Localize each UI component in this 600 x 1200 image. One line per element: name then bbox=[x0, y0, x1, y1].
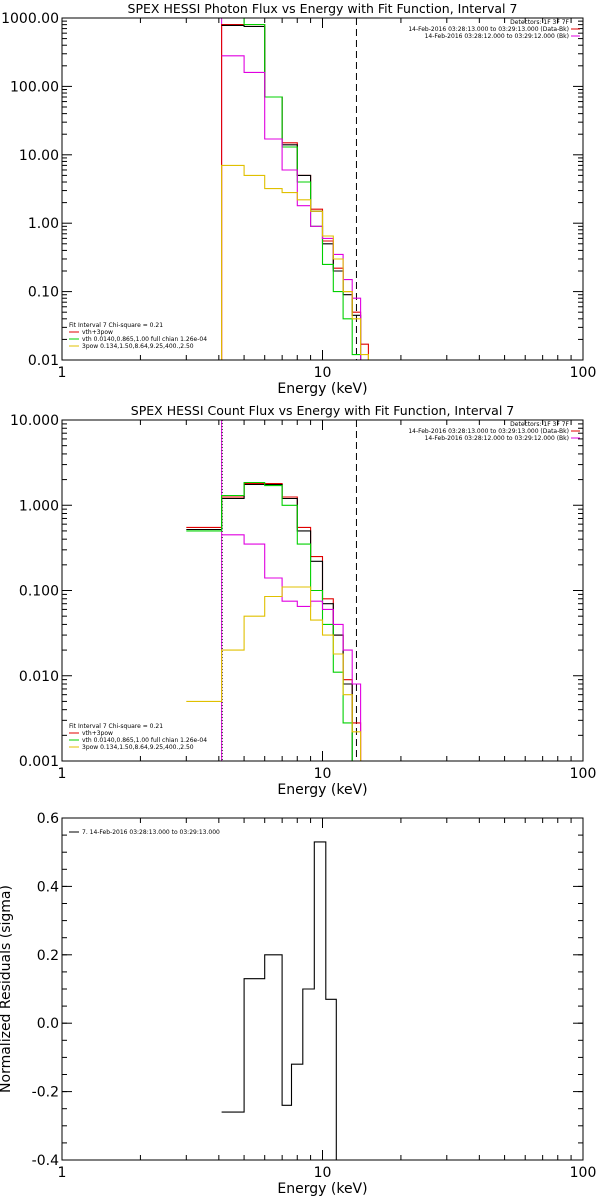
series-line bbox=[186, 586, 369, 761]
series-line bbox=[221, 534, 362, 761]
series-line bbox=[221, 55, 362, 360]
y-tick-label: 0.10 bbox=[28, 285, 59, 301]
x-tick-label: 10 bbox=[314, 1165, 332, 1181]
series-group bbox=[186, 18, 369, 360]
chart-title: SPEX HESSI Photon Flux vs Energy with Fi… bbox=[128, 1, 518, 16]
legend-text: 3pow 0.134,1.50,8.64,9.25,400.,2.50 bbox=[82, 744, 194, 751]
series-group bbox=[221, 841, 349, 1160]
legend-text: Fit Interval 7 Chi-square = 0.21 bbox=[69, 723, 163, 730]
header-text: Detectors: 1F 3F 7F bbox=[510, 421, 569, 428]
legend-text: vth+3pow bbox=[82, 329, 113, 336]
y-tick-label: 10.00 bbox=[19, 148, 59, 164]
x-tick-label: 10 bbox=[314, 766, 332, 782]
chart-1: SPEX HESSI Photon Flux vs Energy with Fi… bbox=[1, 1, 596, 397]
plot-frame bbox=[61, 17, 584, 361]
chart-title: SPEX HESSI Count Flux vs Energy with Fit… bbox=[131, 403, 514, 418]
y-tick-label: 0.2 bbox=[37, 948, 59, 964]
legend-text: 3pow 0.134,1.50,8.64,9.25,400.,2.50 bbox=[82, 343, 194, 350]
y-tick-label: 0.001 bbox=[19, 754, 59, 770]
header-text: 14-Feb-2016 03:28:12.000 to 03:29:12.000… bbox=[425, 435, 569, 442]
y-tick-label: 1000.00 bbox=[1, 11, 59, 27]
series-line bbox=[186, 481, 361, 761]
x-tick-label: 1 bbox=[58, 766, 67, 782]
x-axis-label: Energy (keV) bbox=[277, 381, 367, 397]
series-line bbox=[186, 164, 369, 360]
y-tick-label: 0.010 bbox=[19, 669, 59, 685]
y-axis-label: Normalized Residuals (sigma) bbox=[0, 885, 14, 1093]
header-text: Detectors: 1F 3F 7F bbox=[510, 19, 569, 26]
legend-text: vth 0.0140,0.865,1.00 full chian 1.26e-0… bbox=[82, 737, 207, 744]
x-tick-label: 100 bbox=[570, 365, 597, 381]
series-line bbox=[186, 482, 369, 761]
y-tick-label: 1.000 bbox=[19, 498, 59, 514]
x-tick-label: 1 bbox=[58, 1165, 67, 1181]
header-text: 14-Feb-2016 03:28:12.000 to 03:29:12.000… bbox=[425, 33, 569, 40]
y-tick-label: 0.100 bbox=[19, 584, 59, 600]
x-axis-label: Energy (keV) bbox=[277, 1181, 367, 1197]
y-tick-label: -0.4 bbox=[32, 1153, 59, 1169]
legend-text: 7. 14-Feb-2016 03:28:13.000 to 03:29:13.… bbox=[82, 829, 220, 836]
y-tick-label: -0.2 bbox=[32, 1085, 59, 1101]
chart-2: SPEX HESSI Count Flux vs Energy with Fit… bbox=[10, 403, 596, 798]
series-group bbox=[186, 481, 369, 761]
x-axis-label: Energy (keV) bbox=[277, 782, 367, 798]
series-line bbox=[186, 483, 361, 761]
legend-text: Fit Interval 7 Chi-square = 0.21 bbox=[69, 322, 163, 329]
header-text: 14-Feb-2016 03:28:13.000 to 03:29:13.000… bbox=[408, 26, 569, 33]
legend-text: vth+3pow bbox=[82, 730, 113, 737]
y-tick-label: 0.01 bbox=[28, 353, 59, 369]
header-text: 14-Feb-2016 03:28:13.000 to 03:29:13.000… bbox=[408, 428, 569, 435]
y-tick-label: 0.4 bbox=[37, 879, 59, 895]
x-tick-label: 100 bbox=[570, 1165, 597, 1181]
x-tick-label: 1 bbox=[58, 365, 67, 381]
y-tick-label: 1.00 bbox=[28, 216, 59, 232]
y-tick-label: 100.00 bbox=[10, 79, 59, 95]
y-tick-label: 0.0 bbox=[37, 1016, 59, 1032]
series-line bbox=[221, 841, 349, 1160]
series-line bbox=[186, 24, 369, 360]
plot-frame bbox=[61, 817, 584, 1161]
chart-3: 1 10 100 0.6 0.4 0.2 0.0 -0.2 -0.4 Energy (keV) No… bbox=[0, 811, 596, 1197]
plot-frame bbox=[61, 419, 584, 762]
y-tick-label: 10.000 bbox=[10, 413, 59, 429]
legend-text: vth 0.0140,0.865,1.00 full chian 1.26e-0… bbox=[82, 336, 207, 343]
x-tick-label: 10 bbox=[314, 365, 332, 381]
y-tick-label: 0.6 bbox=[37, 811, 59, 827]
x-tick-label: 100 bbox=[570, 766, 597, 782]
